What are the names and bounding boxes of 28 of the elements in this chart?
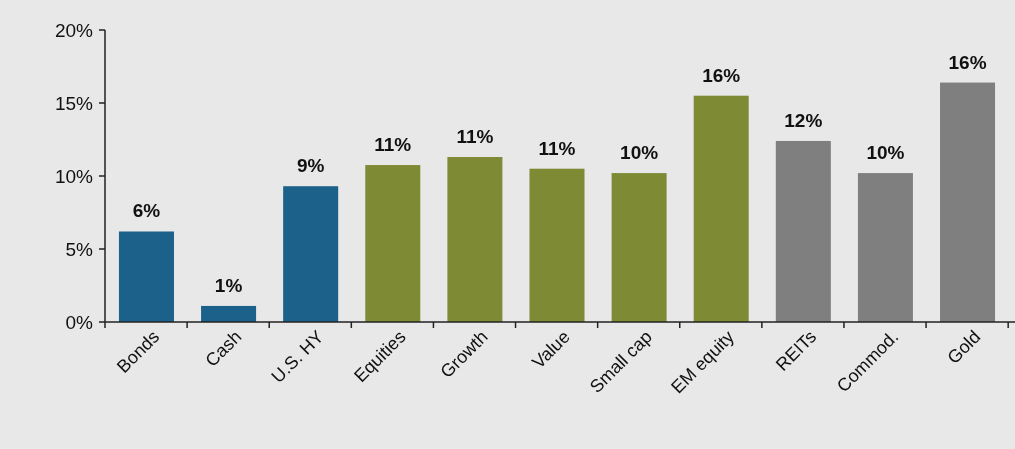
data-label: 6% [132,200,161,222]
data-label: 1% [214,274,243,296]
bar [611,173,667,322]
data-label: 12% [784,109,823,131]
bar [857,173,913,322]
bar [529,168,585,322]
data-label: 11% [374,134,412,156]
bar [940,82,996,322]
data-label: 10% [620,142,659,164]
y-tick-label: 0% [65,311,94,333]
bar [365,165,421,322]
y-tick-label: 5% [65,238,94,260]
data-label: 9% [296,155,325,177]
data-label: 16% [948,51,987,73]
x-tick-label: U.S. HY [267,326,328,387]
bar [775,140,831,322]
data-label: 11% [538,137,576,159]
bar [118,231,174,322]
y-tick-label: 15% [54,92,94,114]
data-label: 16% [702,64,741,86]
bar [693,95,749,322]
y-tick-label: 10% [54,165,94,187]
data-label: 11% [456,126,494,148]
data-label: 10% [866,142,905,164]
bar [283,186,339,322]
bar [447,157,503,322]
bar [201,305,257,322]
y-tick-label: 20% [54,19,94,41]
